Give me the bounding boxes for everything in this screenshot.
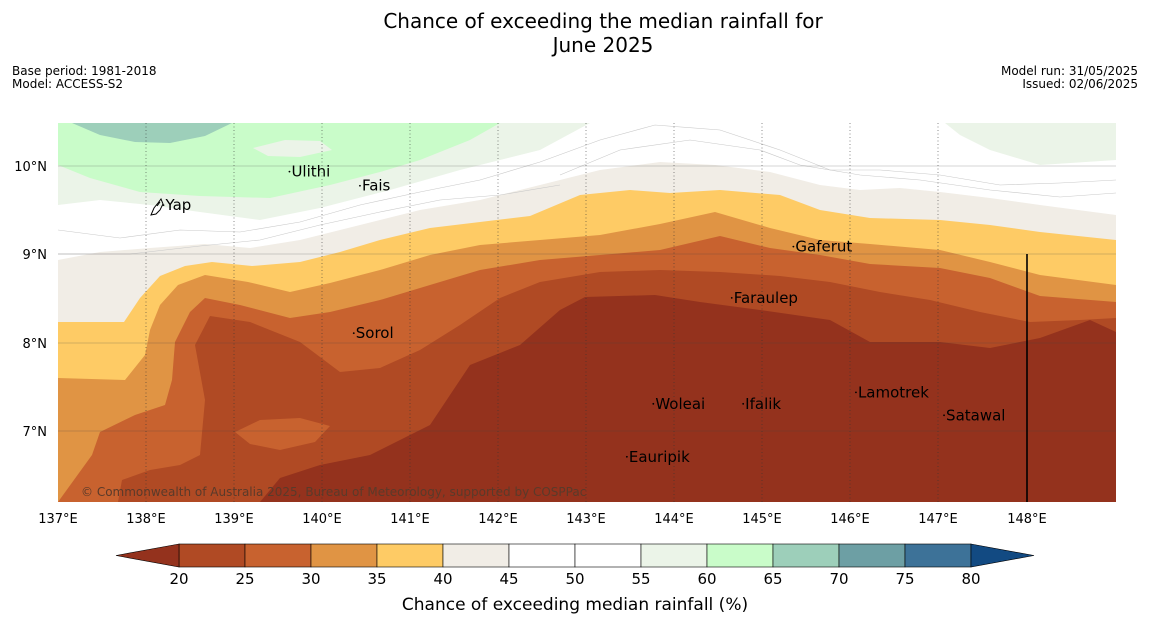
colorbar-segment-35: [376, 543, 444, 568]
parallel-lines: [58, 165, 1116, 432]
place-marker-eauripik: [625, 455, 628, 458]
x-tick-141: 141°E: [390, 512, 430, 527]
x-tick-137: 137°E: [38, 512, 78, 527]
place-marker-yap: [162, 204, 165, 207]
colorbar-label-25: 25: [235, 570, 254, 588]
colorbar-label-35: 35: [367, 570, 386, 588]
white-hole-near-ulithi: [253, 140, 332, 157]
x-tick-142: 142°E: [478, 512, 518, 527]
place-label-woleai: Woleai: [655, 395, 705, 413]
place-marker-faraulep: [730, 296, 733, 299]
place-label-sorol: Sorol: [356, 324, 394, 342]
colorbar-label-65: 65: [763, 570, 782, 588]
place-label-fais: Fais: [362, 177, 391, 195]
contour-field: [58, 123, 1116, 502]
place-marker-woleai: [652, 402, 655, 405]
colorbar-segment-25: [244, 543, 312, 568]
place-label-gaferut: Gaferut: [795, 238, 852, 256]
place-label-ulithi: Ulithi: [291, 163, 330, 181]
colorbar-label-20: 20: [169, 570, 188, 588]
y-tick-9n: 9°N: [23, 248, 48, 263]
place-labels: Ulithi Fais Yap Gaferut Faraulep Sorol Lamotre…: [162, 163, 1005, 466]
place-marker-sorol: [352, 332, 355, 335]
place-marker-satawal: [943, 414, 945, 417]
contour-line-2: [559, 139, 1116, 198]
colorbar-segment-70: [838, 543, 906, 568]
title-line-1: Chance of exceeding the median rainfall …: [383, 9, 823, 33]
colorbar-segment-40: [442, 543, 510, 568]
x-tick-148: 148°E: [1007, 512, 1047, 527]
y-tick-8n: 8°N: [23, 337, 48, 352]
band-20-25: [260, 295, 1116, 502]
place-marker-fais: [359, 184, 361, 187]
colorbar-extend-high: [970, 543, 1035, 568]
grid-lines: [145, 123, 939, 502]
title-line-2: June 2025: [552, 33, 654, 57]
x-tick-138: 138°E: [126, 512, 166, 527]
x-axis-labels: 137°E 138°E 139°E 140°E 141°E 142°E 143°…: [38, 512, 1047, 527]
colorbar-segment-30: [310, 543, 378, 568]
map-title: Chance of exceeding the median rainfall …: [0, 9, 1150, 57]
meta-right: Model run: 31/05/2025 Issued: 02/06/2025: [1001, 65, 1138, 91]
contour-line-1: [58, 124, 1116, 239]
place-marker-lamotrek: [855, 391, 857, 394]
place-marker-ulithi: [288, 170, 291, 173]
place-label-satawal: Satawal: [946, 406, 1005, 424]
colorbar-segment-50: [574, 543, 642, 568]
model-run: Model run: 31/05/2025: [1000, 64, 1138, 78]
colorbar-segment-20: [178, 543, 246, 568]
colorbar-label-60: 60: [697, 570, 716, 588]
colorbar-label-75: 75: [895, 570, 914, 588]
meta-left: Base period: 1981-2018 Model: ACCESS-S2: [12, 65, 157, 91]
colorbar-label-40: 40: [433, 570, 452, 588]
x-tick-147: 147°E: [918, 512, 958, 527]
y-tick-7n: 7°N: [23, 425, 48, 440]
place-marker-gaferut: [792, 245, 795, 248]
colorbar: 20 25 30 35 40 45 50 55 60 65 70 75 80: [115, 543, 1035, 588]
place-marker-ifalik: [742, 402, 745, 405]
colorbar-label-80: 80: [961, 570, 980, 588]
colorbar-segment-45: [508, 543, 576, 568]
x-tick-144: 144°E: [654, 512, 694, 527]
model-name: Model: ACCESS-S2: [12, 77, 124, 91]
copyright-text: © Commonwealth of Australia 2025, Bureau…: [81, 485, 586, 499]
x-tick-145: 145°E: [742, 512, 782, 527]
colorbar-label-50: 50: [565, 570, 584, 588]
colorbar-segment-65: [772, 543, 840, 568]
x-tick-140: 140°E: [302, 512, 342, 527]
place-label-lamotrek: Lamotrek: [858, 383, 929, 401]
colorbar-title: Chance of exceeding median rainfall (%): [402, 595, 748, 615]
y-tick-10n: 10°N: [14, 160, 47, 175]
place-label-ifalik: Ifalik: [745, 395, 781, 413]
place-label-eauripik: Eauripik: [629, 448, 690, 466]
x-tick-139: 139°E: [214, 512, 254, 527]
contour-line-3: [58, 184, 561, 255]
y-axis-labels: 10°N 9°N 8°N 7°N: [14, 160, 47, 440]
colorbar-segment-60: [706, 543, 774, 568]
place-label-faraulep: Faraulep: [734, 289, 798, 307]
colorbar-segment-55: [640, 543, 708, 568]
x-tick-146: 146°E: [830, 512, 870, 527]
colorbar-label-45: 45: [499, 570, 518, 588]
colorbar-label-70: 70: [829, 570, 848, 588]
band-30-35-patch: [235, 418, 330, 450]
place-label-yap: Yap: [164, 196, 191, 214]
yap-island-shape: [150, 197, 164, 216]
x-tick-143: 143°E: [566, 512, 606, 527]
colorbar-label-55: 55: [631, 570, 650, 588]
colorbar-segment-75: [904, 543, 972, 568]
band-55-60-northeast: [945, 123, 1116, 165]
colorbar-extend-low: [115, 543, 180, 568]
issued-date: Issued: 02/06/2025: [1022, 77, 1138, 91]
colorbar-label-30: 30: [301, 570, 320, 588]
band-65-70: [72, 123, 232, 143]
base-period: Base period: 1981-2018: [12, 64, 157, 78]
